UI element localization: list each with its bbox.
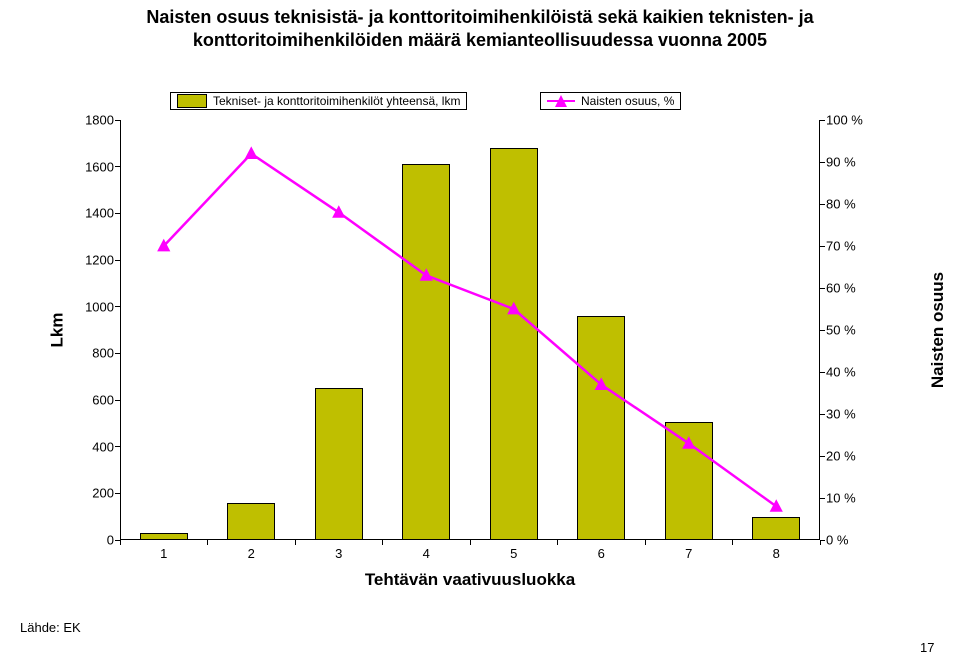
- bar: [577, 316, 625, 540]
- y-left-tick-label: 200: [92, 486, 120, 501]
- bar: [140, 533, 188, 540]
- y-left-tick-label: 1800: [85, 113, 120, 128]
- legend-line: Naisten osuus, %: [540, 92, 681, 110]
- x-axis-title: Tehtävän vaativuusluokka: [120, 570, 820, 590]
- y-right-tick-label: 40 %: [820, 365, 856, 380]
- y-right-tick-label: 100 %: [820, 113, 863, 128]
- bar: [665, 422, 713, 540]
- y-left-tick-label: 0: [107, 533, 120, 548]
- legend-bar-swatch: [177, 94, 207, 108]
- x-tick-label: 8: [773, 540, 780, 561]
- y-right-tick-label: 60 %: [820, 281, 856, 296]
- title-line-1: Naisten osuus teknisistä- ja konttoritoi…: [0, 6, 960, 29]
- source-footer: Lähde: EK: [20, 620, 81, 635]
- legend-line-label: Naisten osuus, %: [581, 94, 674, 108]
- bar: [402, 164, 450, 540]
- y-left-tick-label: 400: [92, 439, 120, 454]
- legend-bar: Tekniset- ja konttoritoimihenkilöt yhtee…: [170, 92, 467, 110]
- y-right-tick-label: 70 %: [820, 239, 856, 254]
- x-tick-label: 6: [598, 540, 605, 561]
- x-tick-label: 7: [685, 540, 692, 561]
- x-tick-label: 5: [510, 540, 517, 561]
- y-right-tick-label: 0 %: [820, 533, 848, 548]
- page-title: Naisten osuus teknisistä- ja konttoritoi…: [0, 6, 960, 51]
- y-right-tick-label: 10 %: [820, 491, 856, 506]
- legend-bar-label: Tekniset- ja konttoritoimihenkilöt yhtee…: [213, 94, 460, 108]
- y-right-tick-label: 50 %: [820, 323, 856, 338]
- x-tick-label: 2: [248, 540, 255, 561]
- y-left-tick-label: 600: [92, 393, 120, 408]
- title-line-2: konttoritoimihenkilöiden määrä kemianteo…: [0, 29, 960, 52]
- bar: [490, 148, 538, 540]
- y-left-tick-label: 1600: [85, 159, 120, 174]
- y-left-tick-label: 800: [92, 346, 120, 361]
- bar: [227, 503, 275, 540]
- legend-line-swatch: [547, 94, 575, 108]
- y-left-tick-label: 1400: [85, 206, 120, 221]
- y-left-tick-label: 1000: [85, 299, 120, 314]
- y-right-tick-label: 30 %: [820, 407, 856, 422]
- y-right-axis-title: Naisten osuus: [928, 272, 948, 388]
- y-left-axis-title: Lkm: [47, 313, 67, 348]
- page-number: 17: [920, 640, 934, 655]
- x-tick-label: 1: [160, 540, 167, 561]
- x-tick-label: 3: [335, 540, 342, 561]
- bar: [752, 517, 800, 540]
- y-right-tick-label: 90 %: [820, 155, 856, 170]
- y-right-tick-label: 80 %: [820, 197, 856, 212]
- x-tick-label: 4: [423, 540, 430, 561]
- y-left-tick-label: 1200: [85, 253, 120, 268]
- bar: [315, 388, 363, 540]
- y-right-tick-label: 20 %: [820, 449, 856, 464]
- chart-plot-area: 0200400600800100012001400160018000 %10 %…: [120, 120, 820, 540]
